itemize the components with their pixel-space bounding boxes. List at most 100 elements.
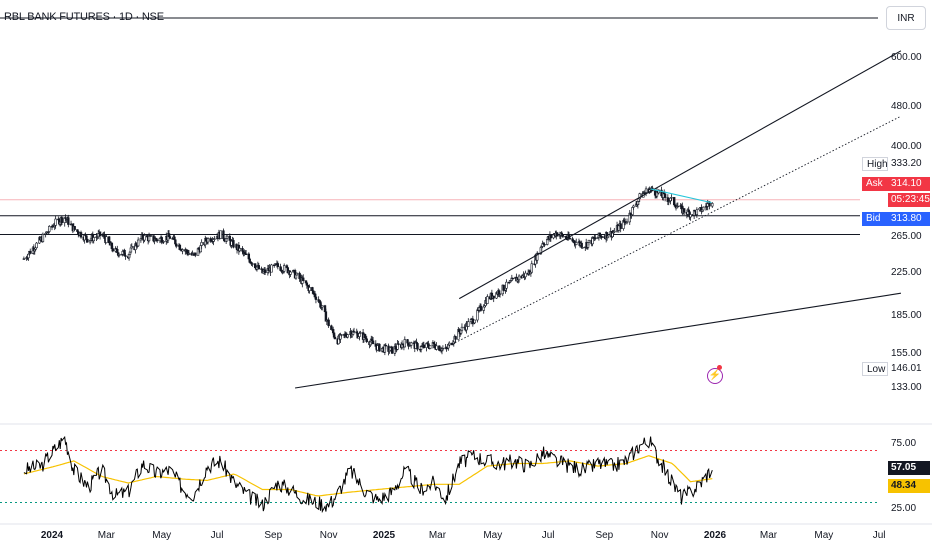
candle xyxy=(79,232,83,238)
low-value: 146.01 xyxy=(891,363,922,374)
candle xyxy=(187,253,191,255)
candle xyxy=(200,242,203,246)
candle xyxy=(397,343,400,345)
candle xyxy=(175,243,178,247)
candle xyxy=(156,239,159,242)
time-tick-label: Mar xyxy=(428,530,447,541)
price-tick-label: 133.00 xyxy=(891,382,922,393)
candle xyxy=(435,345,438,350)
candle xyxy=(492,295,495,299)
candle xyxy=(149,235,153,237)
candle xyxy=(270,264,273,273)
candle xyxy=(219,230,222,239)
candle xyxy=(587,239,591,243)
trendline-2[interactable] xyxy=(294,292,902,389)
rsi-ma-value: 48.34 xyxy=(888,479,930,493)
candle xyxy=(555,232,559,237)
time-tick-label: Sep xyxy=(595,530,614,541)
rsi-line[interactable] xyxy=(23,435,713,514)
time-tick-label: 2024 xyxy=(40,530,64,541)
price-tick-label: 265.00 xyxy=(891,230,922,242)
rsi-tick-label: 75.00 xyxy=(891,438,917,449)
candle xyxy=(206,238,210,243)
candle xyxy=(181,249,184,252)
candle xyxy=(581,246,584,249)
time-tick-label: Mar xyxy=(759,530,778,541)
candle xyxy=(670,197,673,199)
time-tick-label: May xyxy=(814,530,834,541)
candle xyxy=(314,296,318,300)
candle xyxy=(517,275,521,281)
rsi-ma-line[interactable] xyxy=(23,455,713,497)
trendline-3[interactable] xyxy=(650,188,712,204)
candle xyxy=(486,296,489,304)
time-tick-label: Sep xyxy=(264,530,283,541)
candle xyxy=(711,203,714,207)
trendline-1[interactable] xyxy=(445,115,902,348)
candle xyxy=(403,339,407,348)
time-tick-label: Nov xyxy=(650,530,669,541)
candle xyxy=(429,345,432,349)
candle xyxy=(194,252,197,256)
candle xyxy=(263,269,267,273)
candle xyxy=(406,339,409,344)
ask-label: Ask xyxy=(862,177,888,191)
candle xyxy=(454,336,457,340)
time-tick-label: May xyxy=(483,530,503,541)
candle xyxy=(644,188,648,193)
candle xyxy=(695,209,699,215)
candle xyxy=(390,346,394,354)
candle xyxy=(619,223,622,229)
rsi-tick-label: 25.00 xyxy=(891,503,917,514)
candle xyxy=(702,206,705,211)
candle xyxy=(568,238,572,240)
candle xyxy=(238,248,241,252)
candle xyxy=(86,238,89,243)
time-tick-label: 2025 xyxy=(372,530,396,541)
candle xyxy=(340,334,343,336)
candle xyxy=(35,242,38,249)
candle xyxy=(676,205,680,208)
candle xyxy=(479,305,483,311)
trendline-0[interactable] xyxy=(458,50,902,300)
candle xyxy=(124,255,127,257)
candle xyxy=(409,342,413,346)
currency-button[interactable]: INR xyxy=(886,6,926,30)
lightning-icon[interactable]: ⚡ xyxy=(707,368,723,384)
candle xyxy=(562,235,565,238)
candle xyxy=(498,293,502,295)
candle xyxy=(467,321,470,327)
candle xyxy=(85,235,88,240)
candle xyxy=(482,306,485,311)
candle xyxy=(543,244,546,246)
candle xyxy=(302,277,305,281)
candle xyxy=(168,236,172,239)
candle xyxy=(384,344,387,347)
candle xyxy=(98,231,102,236)
candle xyxy=(358,332,361,337)
candle xyxy=(511,277,514,280)
countdown-timer: 05:23:45 xyxy=(888,193,930,207)
candle xyxy=(600,236,603,238)
candle xyxy=(178,244,182,250)
candle xyxy=(530,263,533,273)
price-tick-label: 400.00 xyxy=(891,140,922,152)
candle xyxy=(333,336,337,340)
candle xyxy=(282,265,286,272)
time-tick-label: 2026 xyxy=(703,530,727,541)
candle xyxy=(460,326,464,331)
time-tick-label: Mar xyxy=(97,530,116,541)
high-label: High xyxy=(862,157,888,171)
candle xyxy=(29,250,32,254)
price-tick-label: 155.00 xyxy=(891,348,922,360)
price-tick-label: 225.00 xyxy=(891,266,922,278)
candle xyxy=(346,334,349,338)
candle xyxy=(162,241,165,243)
price-tick-label: 600.00 xyxy=(891,52,922,63)
candle xyxy=(473,319,476,324)
candle xyxy=(232,240,235,248)
candle xyxy=(136,239,140,247)
time-tick-label: Jul xyxy=(541,530,555,541)
low-label: Low xyxy=(862,362,888,376)
